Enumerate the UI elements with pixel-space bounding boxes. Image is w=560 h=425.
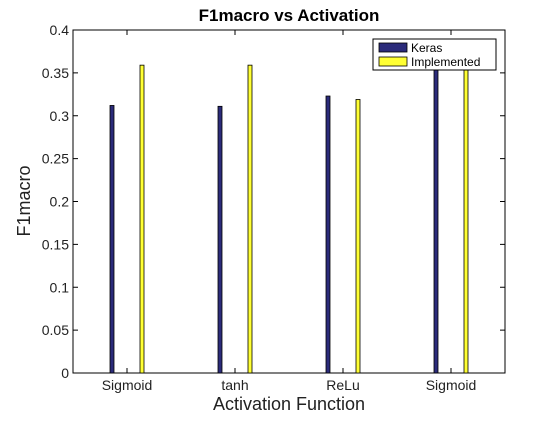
x-tick-label: Sigmoid (426, 377, 477, 393)
bar-keras (325, 95, 331, 374)
y-tick-label: 0.05 (42, 322, 69, 338)
y-tick-label: 0.2 (50, 194, 70, 210)
x-tick-label: Sigmoid (102, 377, 153, 393)
bar-keras (109, 105, 115, 374)
legend-swatch-implemented (378, 56, 408, 67)
plot-area: 0 0.05 0.1 0.15 0.2 0.25 0.3 0.35 0.4 Sigmoid tanh… (42, 22, 506, 393)
y-tick-label: 0.25 (42, 151, 69, 167)
y-tick-label: 0.1 (50, 279, 70, 295)
x-axis-label: Activation Function (213, 394, 365, 414)
y-tick-label: 0 (61, 365, 69, 381)
bar-implemented (139, 64, 145, 374)
legend-swatch-keras (378, 42, 408, 53)
y-tick-label: 0.35 (42, 65, 69, 81)
y-tick-label: 0.4 (50, 22, 70, 38)
bar-implemented (247, 64, 253, 374)
plot-frame (72, 29, 506, 374)
bar-keras (217, 105, 223, 374)
chart-title: F1macro vs Activation (199, 6, 380, 25)
bar-keras (433, 62, 439, 374)
y-tick-label: 0.15 (42, 236, 69, 252)
y-tick-label: 0.3 (50, 108, 70, 124)
x-tick-label: tanh (221, 377, 248, 393)
x-tick-label: ReLu (326, 377, 359, 393)
legend-label-keras: Keras (411, 41, 442, 55)
bar-implemented (355, 99, 361, 374)
y-axis-label: F1macro (14, 165, 34, 236)
bar-implemented (463, 39, 469, 374)
legend-label-implemented: Implemented (411, 55, 480, 69)
